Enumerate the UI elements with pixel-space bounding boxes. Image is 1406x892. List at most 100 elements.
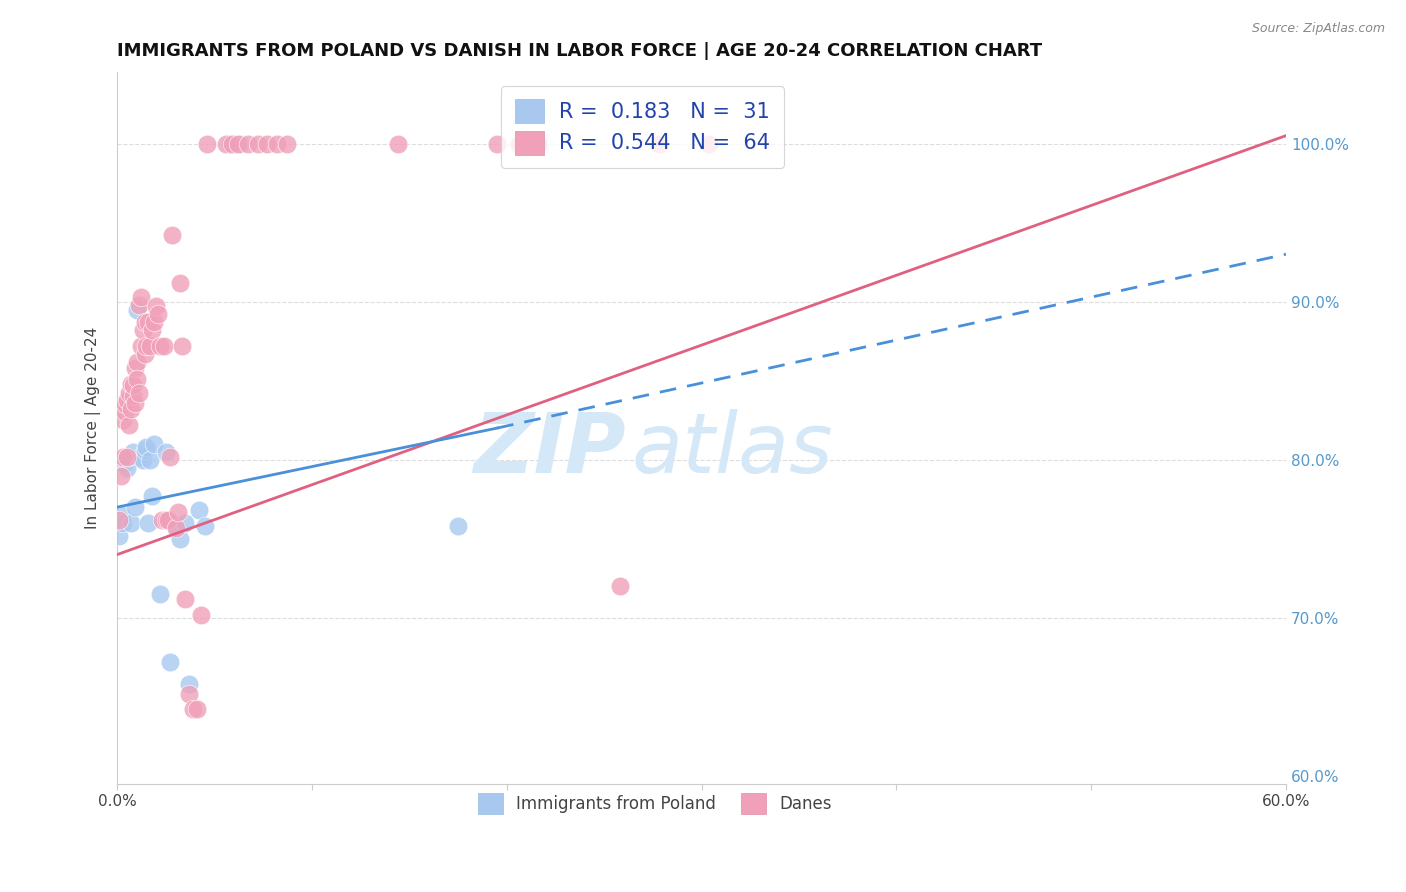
- Point: [134, 443, 156, 458]
- Point: [179, 677, 201, 691]
- Point: [186, 702, 208, 716]
- Point: [179, 687, 201, 701]
- Point: [124, 500, 146, 515]
- Legend: Immigrants from Poland, Danes: Immigrants from Poland, Danes: [467, 781, 844, 825]
- Point: [219, 136, 242, 151]
- Point: [159, 450, 181, 464]
- Point: [165, 519, 187, 533]
- Point: [149, 587, 172, 601]
- Text: Source: ZipAtlas.com: Source: ZipAtlas.com: [1251, 22, 1385, 36]
- Point: [648, 136, 671, 151]
- Point: [114, 405, 136, 419]
- Point: [115, 392, 138, 407]
- Point: [508, 136, 530, 151]
- Point: [159, 655, 181, 669]
- Point: [165, 521, 187, 535]
- Point: [108, 528, 131, 542]
- Point: [120, 516, 142, 530]
- Point: [236, 136, 259, 151]
- Text: atlas: atlas: [631, 409, 834, 490]
- Point: [229, 136, 252, 151]
- Point: [115, 460, 138, 475]
- Point: [110, 508, 132, 522]
- Point: [155, 444, 177, 458]
- Point: [138, 315, 160, 329]
- Point: [266, 136, 288, 151]
- Point: [125, 302, 148, 317]
- Point: [195, 136, 218, 151]
- Point: [118, 450, 141, 464]
- Point: [215, 136, 238, 151]
- Point: [276, 136, 298, 151]
- Point: [447, 519, 470, 533]
- Point: [115, 450, 138, 464]
- Point: [226, 136, 249, 151]
- Point: [143, 315, 166, 329]
- Point: [128, 386, 150, 401]
- Point: [134, 315, 156, 329]
- Point: [169, 276, 191, 290]
- Point: [129, 290, 152, 304]
- Point: [121, 444, 143, 458]
- Point: [486, 136, 509, 151]
- Point: [112, 413, 135, 427]
- Point: [609, 579, 631, 593]
- Point: [145, 299, 167, 313]
- Point: [129, 450, 152, 464]
- Point: [246, 136, 269, 151]
- Point: [141, 323, 163, 337]
- Point: [139, 339, 162, 353]
- Point: [139, 452, 162, 467]
- Point: [141, 489, 163, 503]
- Point: [121, 378, 143, 392]
- Point: [190, 607, 212, 622]
- Point: [149, 339, 172, 353]
- Point: [108, 513, 131, 527]
- Point: [188, 503, 211, 517]
- Point: [131, 323, 153, 337]
- Point: [138, 516, 160, 530]
- Point: [114, 397, 136, 411]
- Point: [170, 339, 193, 353]
- Point: [156, 513, 179, 527]
- Point: [387, 136, 409, 151]
- Point: [125, 372, 148, 386]
- Point: [194, 519, 217, 533]
- Point: [120, 376, 142, 391]
- Point: [174, 516, 197, 530]
- Point: [527, 136, 550, 151]
- Point: [134, 347, 156, 361]
- Point: [155, 513, 177, 527]
- Point: [124, 396, 146, 410]
- Point: [112, 516, 135, 530]
- Point: [153, 339, 176, 353]
- Point: [221, 136, 243, 151]
- Point: [129, 339, 152, 353]
- Point: [166, 505, 188, 519]
- Point: [118, 417, 141, 432]
- Point: [121, 389, 143, 403]
- Point: [153, 513, 176, 527]
- Point: [181, 702, 204, 716]
- Text: IMMIGRANTS FROM POLAND VS DANISH IN LABOR FORCE | AGE 20-24 CORRELATION CHART: IMMIGRANTS FROM POLAND VS DANISH IN LABO…: [117, 42, 1042, 60]
- Point: [160, 228, 183, 243]
- Point: [135, 339, 157, 353]
- Point: [135, 440, 157, 454]
- Point: [114, 456, 136, 470]
- Point: [131, 452, 153, 467]
- Point: [128, 298, 150, 312]
- Point: [150, 513, 173, 527]
- Point: [169, 532, 191, 546]
- Point: [143, 437, 166, 451]
- Point: [124, 361, 146, 376]
- Point: [112, 450, 135, 464]
- Text: ZIP: ZIP: [472, 409, 626, 490]
- Point: [174, 591, 197, 606]
- Point: [120, 402, 142, 417]
- Y-axis label: In Labor Force | Age 20-24: In Labor Force | Age 20-24: [86, 327, 101, 529]
- Point: [256, 136, 278, 151]
- Point: [110, 468, 132, 483]
- Point: [125, 354, 148, 368]
- Point: [699, 136, 721, 151]
- Point: [118, 386, 141, 401]
